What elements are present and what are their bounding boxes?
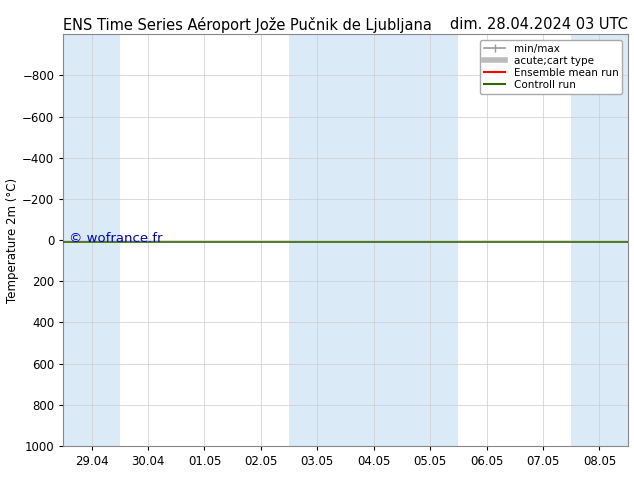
Legend: min/max, acute;cart type, Ensemble mean run, Controll run: min/max, acute;cart type, Ensemble mean … [480,40,623,94]
Text: ENS Time Series Aéroport Jože Pučnik de Ljubljana: ENS Time Series Aéroport Jože Pučnik de … [63,17,432,33]
Text: © wofrance.fr: © wofrance.fr [69,232,162,245]
Y-axis label: Temperature 2m (°C): Temperature 2m (°C) [6,177,20,303]
Bar [402,34,458,446]
Bar [289,34,346,446]
Bar [346,34,402,446]
Text: dim. 28.04.2024 03 UTC: dim. 28.04.2024 03 UTC [450,17,628,32]
Bar [571,34,628,446]
Title: ENS Time Series Aéroport Jože Pučnik de Ljubljana          dim. 28.04.2024 03 UT: ENS Time Series Aéroport Jože Pučnik de … [0,489,1,490]
Bar [63,34,120,446]
